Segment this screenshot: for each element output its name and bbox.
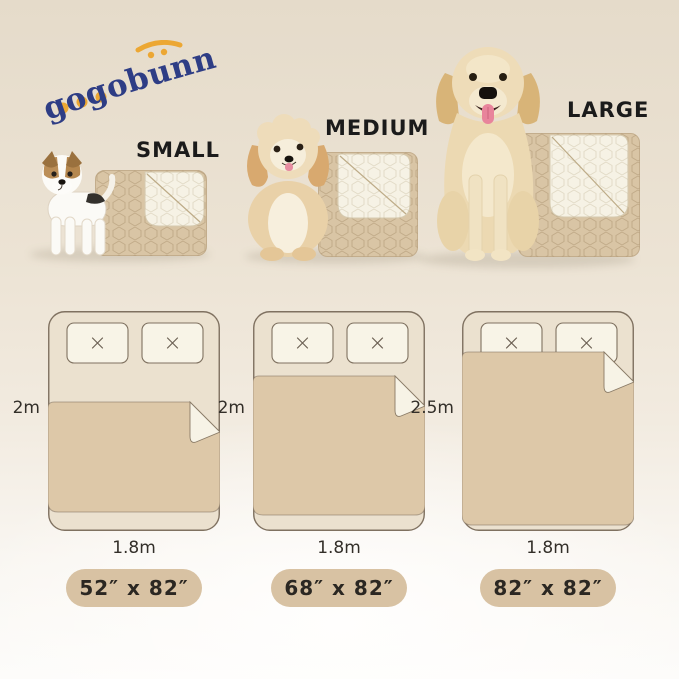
brand-logo: gogobunny — [36, 40, 220, 128]
logo-counter-dot — [57, 102, 69, 114]
size-label-large: LARGE — [567, 98, 650, 122]
pad-height-label-large: 2.5m — [410, 398, 454, 418]
size-label-medium: MEDIUM — [325, 116, 430, 140]
dimension-badge-small: 52″ x 82″ — [66, 569, 202, 607]
pad-width-label-small: 1.8m — [112, 538, 156, 558]
brand-name: gogobunny — [36, 40, 220, 128]
bed-diagram-small — [48, 311, 220, 531]
pad-width-label-large: 1.8m — [526, 538, 570, 558]
size-label-small: SMALL — [136, 138, 221, 162]
pad-photo-medium — [318, 152, 418, 257]
logo-bunny-arc — [135, 40, 183, 53]
pad-fold-flap — [603, 350, 634, 393]
dog-photo-large — [436, 47, 540, 261]
pad-on-bed — [48, 401, 220, 513]
pad-on-bed — [462, 351, 634, 526]
pad-height-label-small: 2m — [12, 398, 40, 418]
bed-diagram-medium — [253, 311, 425, 531]
pad-on-bed — [253, 375, 425, 516]
pad-photo-small — [95, 170, 207, 256]
pad-width-label-medium: 1.8m — [317, 538, 361, 558]
dimension-badge-medium: 68″ x 82″ — [271, 569, 407, 607]
logo-counter-dot — [76, 96, 88, 108]
logo-bunny-eye — [160, 48, 168, 56]
dog-photo-medium — [247, 114, 329, 261]
pad-height-label-medium: 2m — [217, 398, 245, 418]
pad-fold-flap — [189, 400, 220, 443]
pad-fold-flap — [394, 374, 425, 417]
bed-diagram-large — [462, 311, 634, 531]
logo-counter-dot — [95, 91, 107, 103]
pad-photo-large — [518, 133, 640, 257]
dog-photo-small — [42, 151, 116, 256]
dimension-badge-large: 82″ x 82″ — [480, 569, 616, 607]
logo-bunny-eye — [147, 51, 155, 59]
